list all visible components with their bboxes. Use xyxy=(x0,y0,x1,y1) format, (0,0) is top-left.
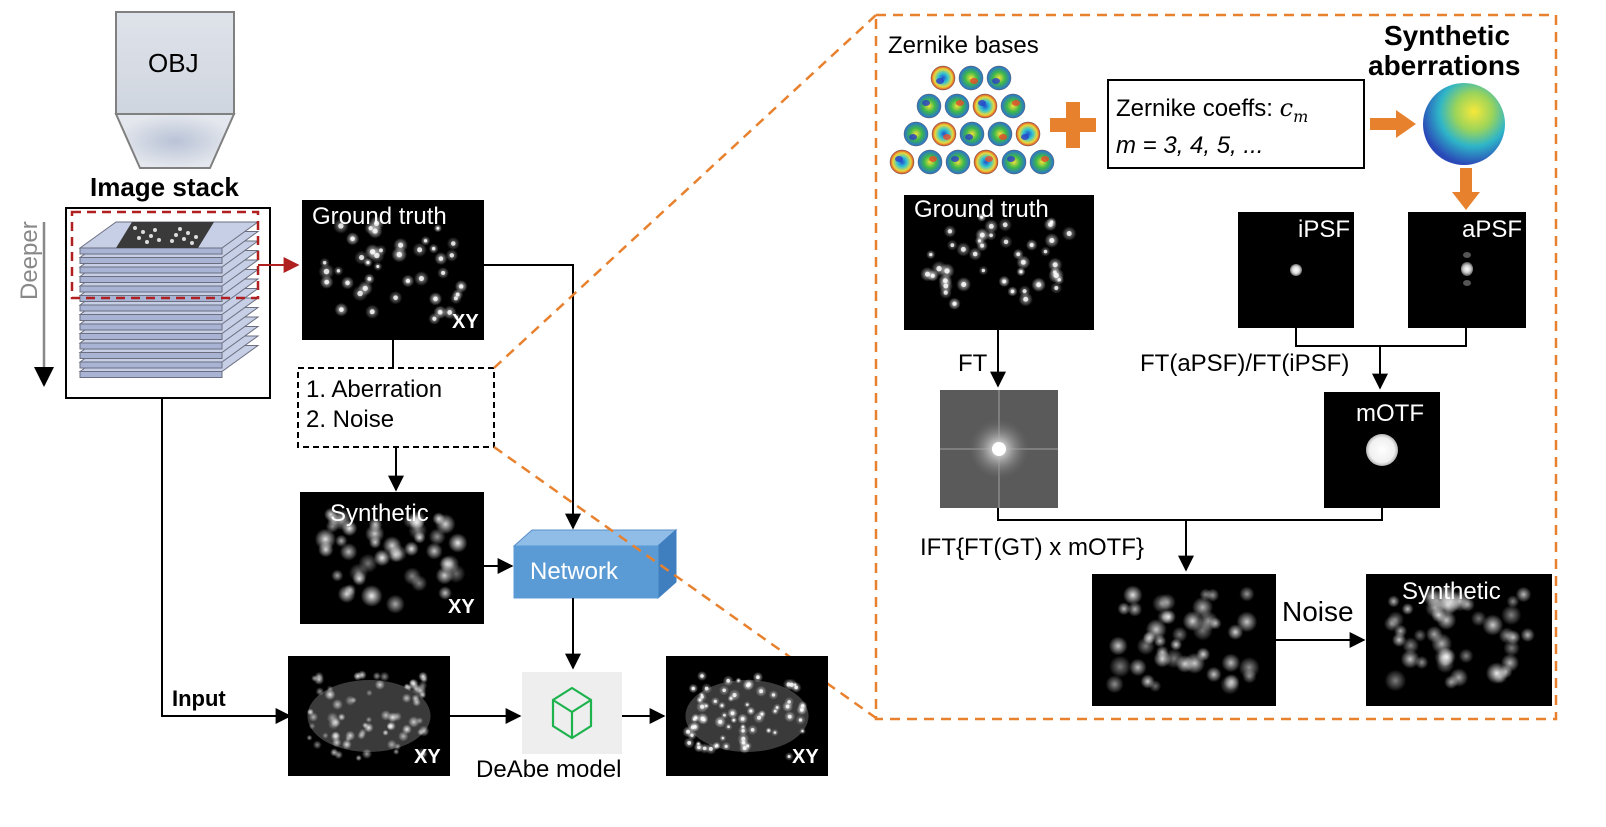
aberrations-title-2: aberrations xyxy=(1368,50,1521,81)
stack-layers xyxy=(78,221,260,378)
selected-slices-box xyxy=(70,210,260,300)
right-synthetic-label: Synthetic xyxy=(1402,578,1501,605)
right-synthetic-image xyxy=(1366,574,1552,706)
ft-spectrum-image xyxy=(940,390,1058,508)
zernike-bases-grid xyxy=(889,65,1055,175)
input-label: Input xyxy=(172,686,226,711)
ift-label: IFT{FT(GT) x mOTF} xyxy=(920,534,1144,561)
zernike-coeffs-line1: Zernike coeffs: cm xyxy=(1116,94,1308,126)
stack-to-input-arrow xyxy=(161,398,292,724)
degradation-steps: 1. Aberration 2. Noise xyxy=(306,375,442,435)
zernike-title: Zernike bases xyxy=(888,32,1039,59)
output-plane-label: XY xyxy=(792,746,819,768)
input-image xyxy=(288,656,450,776)
gt-label: Ground truth xyxy=(312,203,447,230)
synthetic-label: Synthetic xyxy=(330,500,429,527)
zoom-line-top xyxy=(493,14,877,369)
step-noise: 2. Noise xyxy=(306,406,395,433)
apsf-label: aPSF xyxy=(1462,216,1523,243)
zernike-coeffs-line2: m = 3, 4, 5, ... xyxy=(1116,132,1264,159)
right-gt-label: Ground truth xyxy=(914,196,1049,223)
network-label: Network xyxy=(530,558,619,585)
ft-label: FT xyxy=(958,350,988,377)
step-aberration: 1. Aberration xyxy=(306,376,443,403)
ipsf-image xyxy=(1238,212,1354,328)
coeffs-to-aberration-arrow xyxy=(1370,110,1416,138)
ratio-label: FT(aPSF)/FT(iPSF) xyxy=(1140,350,1350,377)
synthetic-image xyxy=(300,492,484,624)
noise-label: Noise xyxy=(1282,596,1354,627)
synthetic-plane-label: XY xyxy=(448,596,475,618)
plus-icon xyxy=(1050,102,1096,148)
coeffs-subscript: m xyxy=(1293,106,1309,126)
model-cube-icon xyxy=(551,686,593,740)
gt-image xyxy=(302,200,484,340)
aberration-wavefront-icon xyxy=(1423,83,1505,165)
objective-icon xyxy=(114,11,236,169)
model-label: DeAbe model xyxy=(476,756,622,783)
coeffs-symbol: c xyxy=(1279,94,1294,122)
motf-image xyxy=(1324,392,1440,508)
ipsf-label: iPSF xyxy=(1298,216,1351,243)
gt-to-network-arrow xyxy=(484,264,581,530)
apsf-image xyxy=(1408,212,1526,328)
coeffs-text: Zernike coeffs: xyxy=(1116,95,1280,122)
deabe-model-box xyxy=(522,672,622,754)
aberration-to-apsf-arrow xyxy=(1452,168,1480,210)
image-stack-frame xyxy=(65,207,271,399)
depth-label: Deeper xyxy=(16,221,43,300)
objective-label: OBJ xyxy=(148,48,199,78)
psf-join-line xyxy=(1295,328,1467,347)
blurred-image xyxy=(1092,574,1276,706)
ft-motf-join-line xyxy=(997,508,1383,521)
image-stack-title: Image stack xyxy=(90,172,239,202)
right-gt-image xyxy=(904,195,1094,330)
aberrations-title-1: Synthetic xyxy=(1384,20,1511,51)
motf-label: mOTF xyxy=(1356,400,1424,427)
output-image xyxy=(666,656,828,776)
gt-plane-label: XY xyxy=(452,311,479,333)
input-plane-label: XY xyxy=(414,746,441,768)
